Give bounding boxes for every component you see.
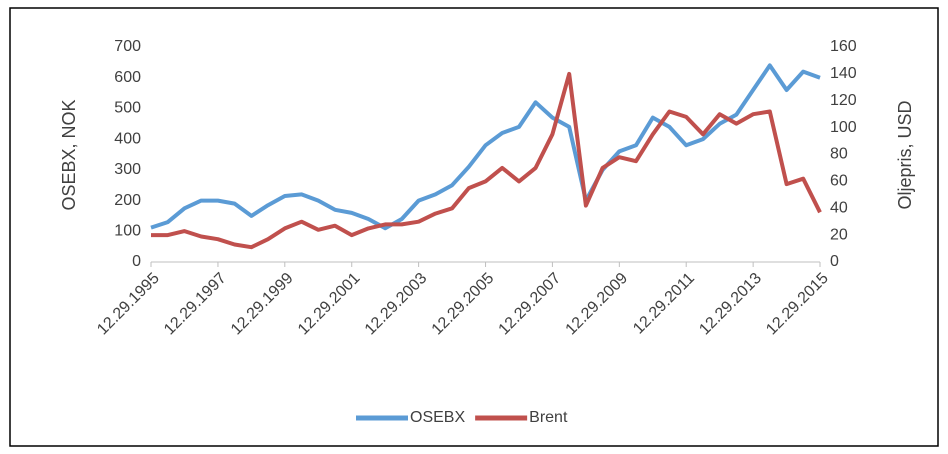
- y2-axis-title: Oljepris, USD: [895, 100, 915, 209]
- y2-tick-label: 80: [830, 146, 848, 163]
- y2-tick-label: 20: [830, 226, 848, 243]
- data-line: [151, 71, 822, 250]
- y-tick-label: 300: [114, 161, 141, 178]
- data-line: [150, 63, 821, 231]
- y-axis-title: OSEBX, NOK: [59, 99, 79, 210]
- y-tick-label: 600: [114, 69, 141, 86]
- y-tick-label: 400: [114, 130, 141, 147]
- chart-border: [9, 7, 939, 447]
- y2-tick-label: 100: [830, 119, 857, 136]
- y2-tick-label: 60: [830, 173, 848, 190]
- y2-tick-label: 140: [830, 65, 857, 82]
- y2-tick-label: 0: [830, 253, 839, 270]
- legend-label: OSEBX: [410, 409, 465, 426]
- y2-tick-label: 40: [830, 199, 848, 216]
- y2-tick-label: 120: [830, 92, 857, 109]
- legend-label: Brent: [529, 409, 568, 426]
- y-tick-label: 0: [132, 253, 141, 270]
- y2-tick-label: 160: [830, 38, 857, 55]
- y-tick-label: 200: [114, 192, 141, 209]
- y-tick-label: 500: [114, 100, 141, 117]
- y-tick-label: 700: [114, 38, 141, 55]
- y-tick-label: 100: [114, 223, 141, 240]
